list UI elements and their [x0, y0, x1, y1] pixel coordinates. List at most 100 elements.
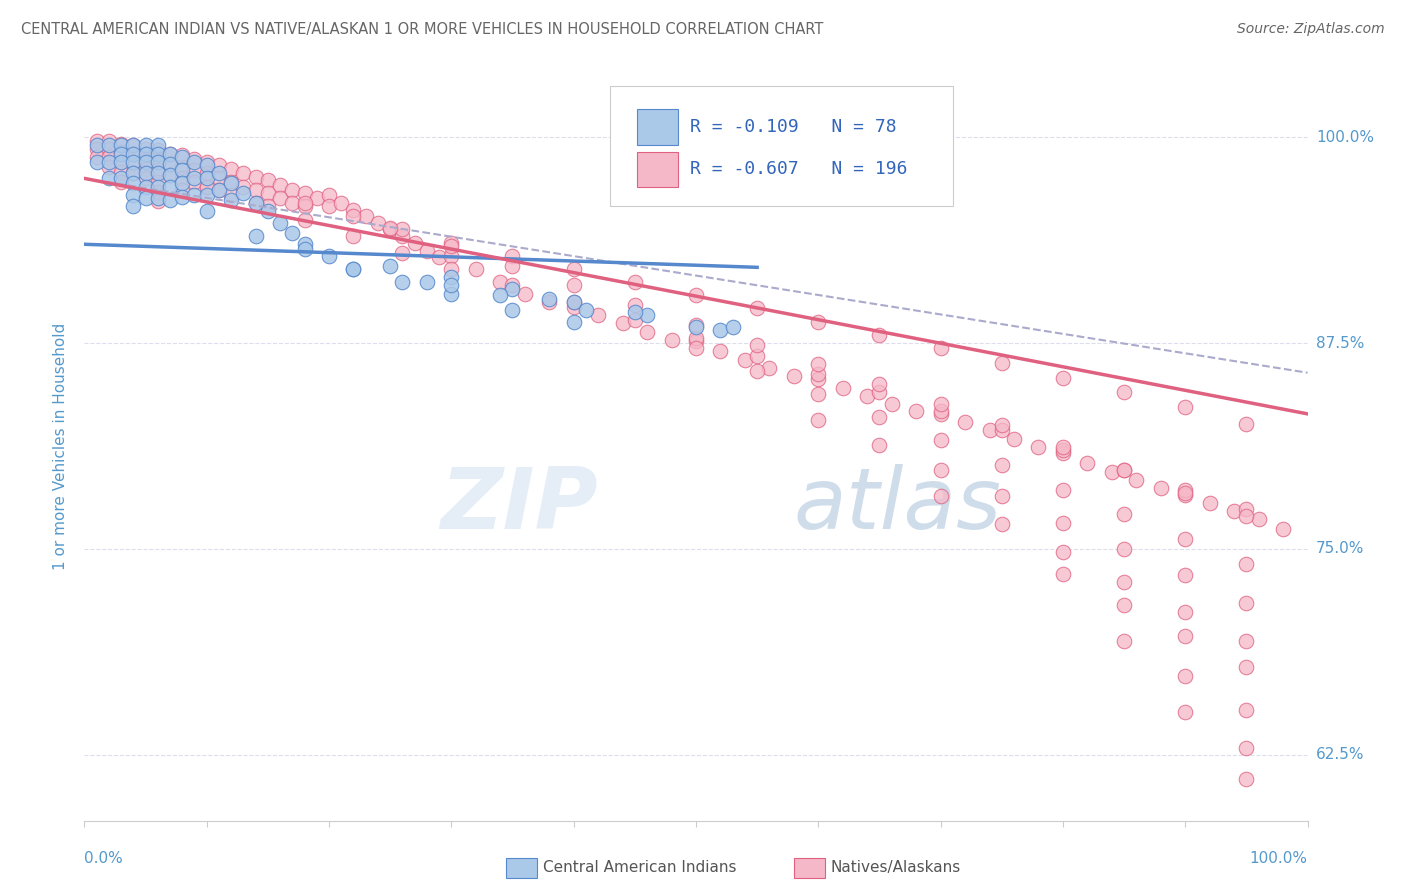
Point — [135, 161, 157, 176]
Point — [624, 305, 647, 319]
Point — [991, 489, 1014, 503]
Point — [685, 331, 707, 345]
Point — [110, 175, 132, 189]
Text: 75.0%: 75.0% — [1316, 541, 1364, 557]
Point — [159, 168, 181, 182]
Point — [1174, 669, 1197, 683]
Point — [1101, 465, 1123, 479]
Point — [219, 187, 242, 202]
Point — [929, 341, 952, 355]
Point — [758, 360, 780, 375]
Point — [1236, 634, 1258, 648]
Point — [624, 313, 647, 327]
Point — [146, 155, 169, 169]
Point — [135, 171, 157, 186]
Point — [1114, 634, 1136, 648]
Point — [1028, 440, 1050, 454]
Point — [135, 138, 157, 153]
Point — [172, 171, 194, 186]
Point — [110, 146, 132, 161]
Point — [219, 177, 242, 191]
Point — [1223, 504, 1246, 518]
Point — [159, 146, 181, 161]
Point — [807, 413, 830, 427]
Point — [427, 251, 450, 265]
Point — [257, 173, 280, 187]
Point — [146, 185, 169, 199]
Point — [1174, 486, 1197, 500]
Point — [440, 262, 463, 277]
Point — [110, 145, 132, 159]
Point — [1236, 417, 1258, 431]
Point — [1114, 463, 1136, 477]
Point — [1236, 741, 1258, 756]
Point — [257, 186, 280, 201]
Point — [586, 308, 609, 322]
Point — [172, 160, 194, 174]
Point — [159, 146, 181, 161]
Point — [1272, 522, 1295, 536]
Point — [146, 138, 169, 153]
Point — [404, 235, 426, 250]
Point — [991, 423, 1014, 437]
FancyBboxPatch shape — [637, 109, 678, 145]
Point — [1236, 660, 1258, 674]
Point — [97, 134, 120, 148]
Point — [294, 186, 316, 201]
Point — [440, 249, 463, 263]
Point — [1174, 532, 1197, 546]
Point — [122, 166, 145, 180]
Point — [685, 288, 707, 302]
Point — [208, 183, 231, 197]
Point — [135, 155, 157, 169]
Point — [1114, 541, 1136, 556]
Point — [685, 318, 707, 332]
Point — [257, 204, 280, 219]
Point — [245, 169, 267, 184]
Point — [146, 191, 169, 205]
Point — [562, 315, 585, 329]
Point — [318, 199, 340, 213]
Point — [783, 369, 806, 384]
Point — [318, 249, 340, 263]
Point — [391, 245, 413, 260]
Text: atlas: atlas — [794, 465, 1002, 548]
Point — [869, 410, 891, 425]
Point — [122, 155, 145, 169]
Point — [979, 423, 1001, 437]
Point — [991, 356, 1014, 370]
Point — [135, 152, 157, 166]
Point — [97, 155, 120, 169]
Point — [624, 275, 647, 289]
Point — [195, 155, 218, 169]
Point — [562, 278, 585, 293]
Point — [146, 163, 169, 178]
Point — [661, 333, 683, 347]
Point — [122, 138, 145, 153]
Point — [159, 156, 181, 170]
Point — [110, 155, 132, 169]
Point — [135, 166, 157, 180]
Point — [380, 220, 402, 235]
Point — [1174, 487, 1197, 501]
Point — [294, 196, 316, 211]
Point — [869, 438, 891, 452]
Text: 0.0%: 0.0% — [84, 851, 124, 866]
Point — [159, 168, 181, 182]
Point — [195, 158, 218, 172]
Point — [562, 294, 585, 309]
Point — [685, 341, 707, 355]
Point — [1174, 568, 1197, 582]
Point — [905, 403, 928, 417]
Point — [391, 275, 413, 289]
Point — [86, 134, 108, 148]
Point — [747, 349, 769, 363]
Point — [269, 191, 291, 205]
Point — [245, 183, 267, 197]
Point — [1114, 574, 1136, 589]
Point — [219, 161, 242, 176]
Point — [929, 463, 952, 477]
Point — [208, 158, 231, 172]
Point — [294, 237, 316, 252]
Point — [747, 364, 769, 378]
